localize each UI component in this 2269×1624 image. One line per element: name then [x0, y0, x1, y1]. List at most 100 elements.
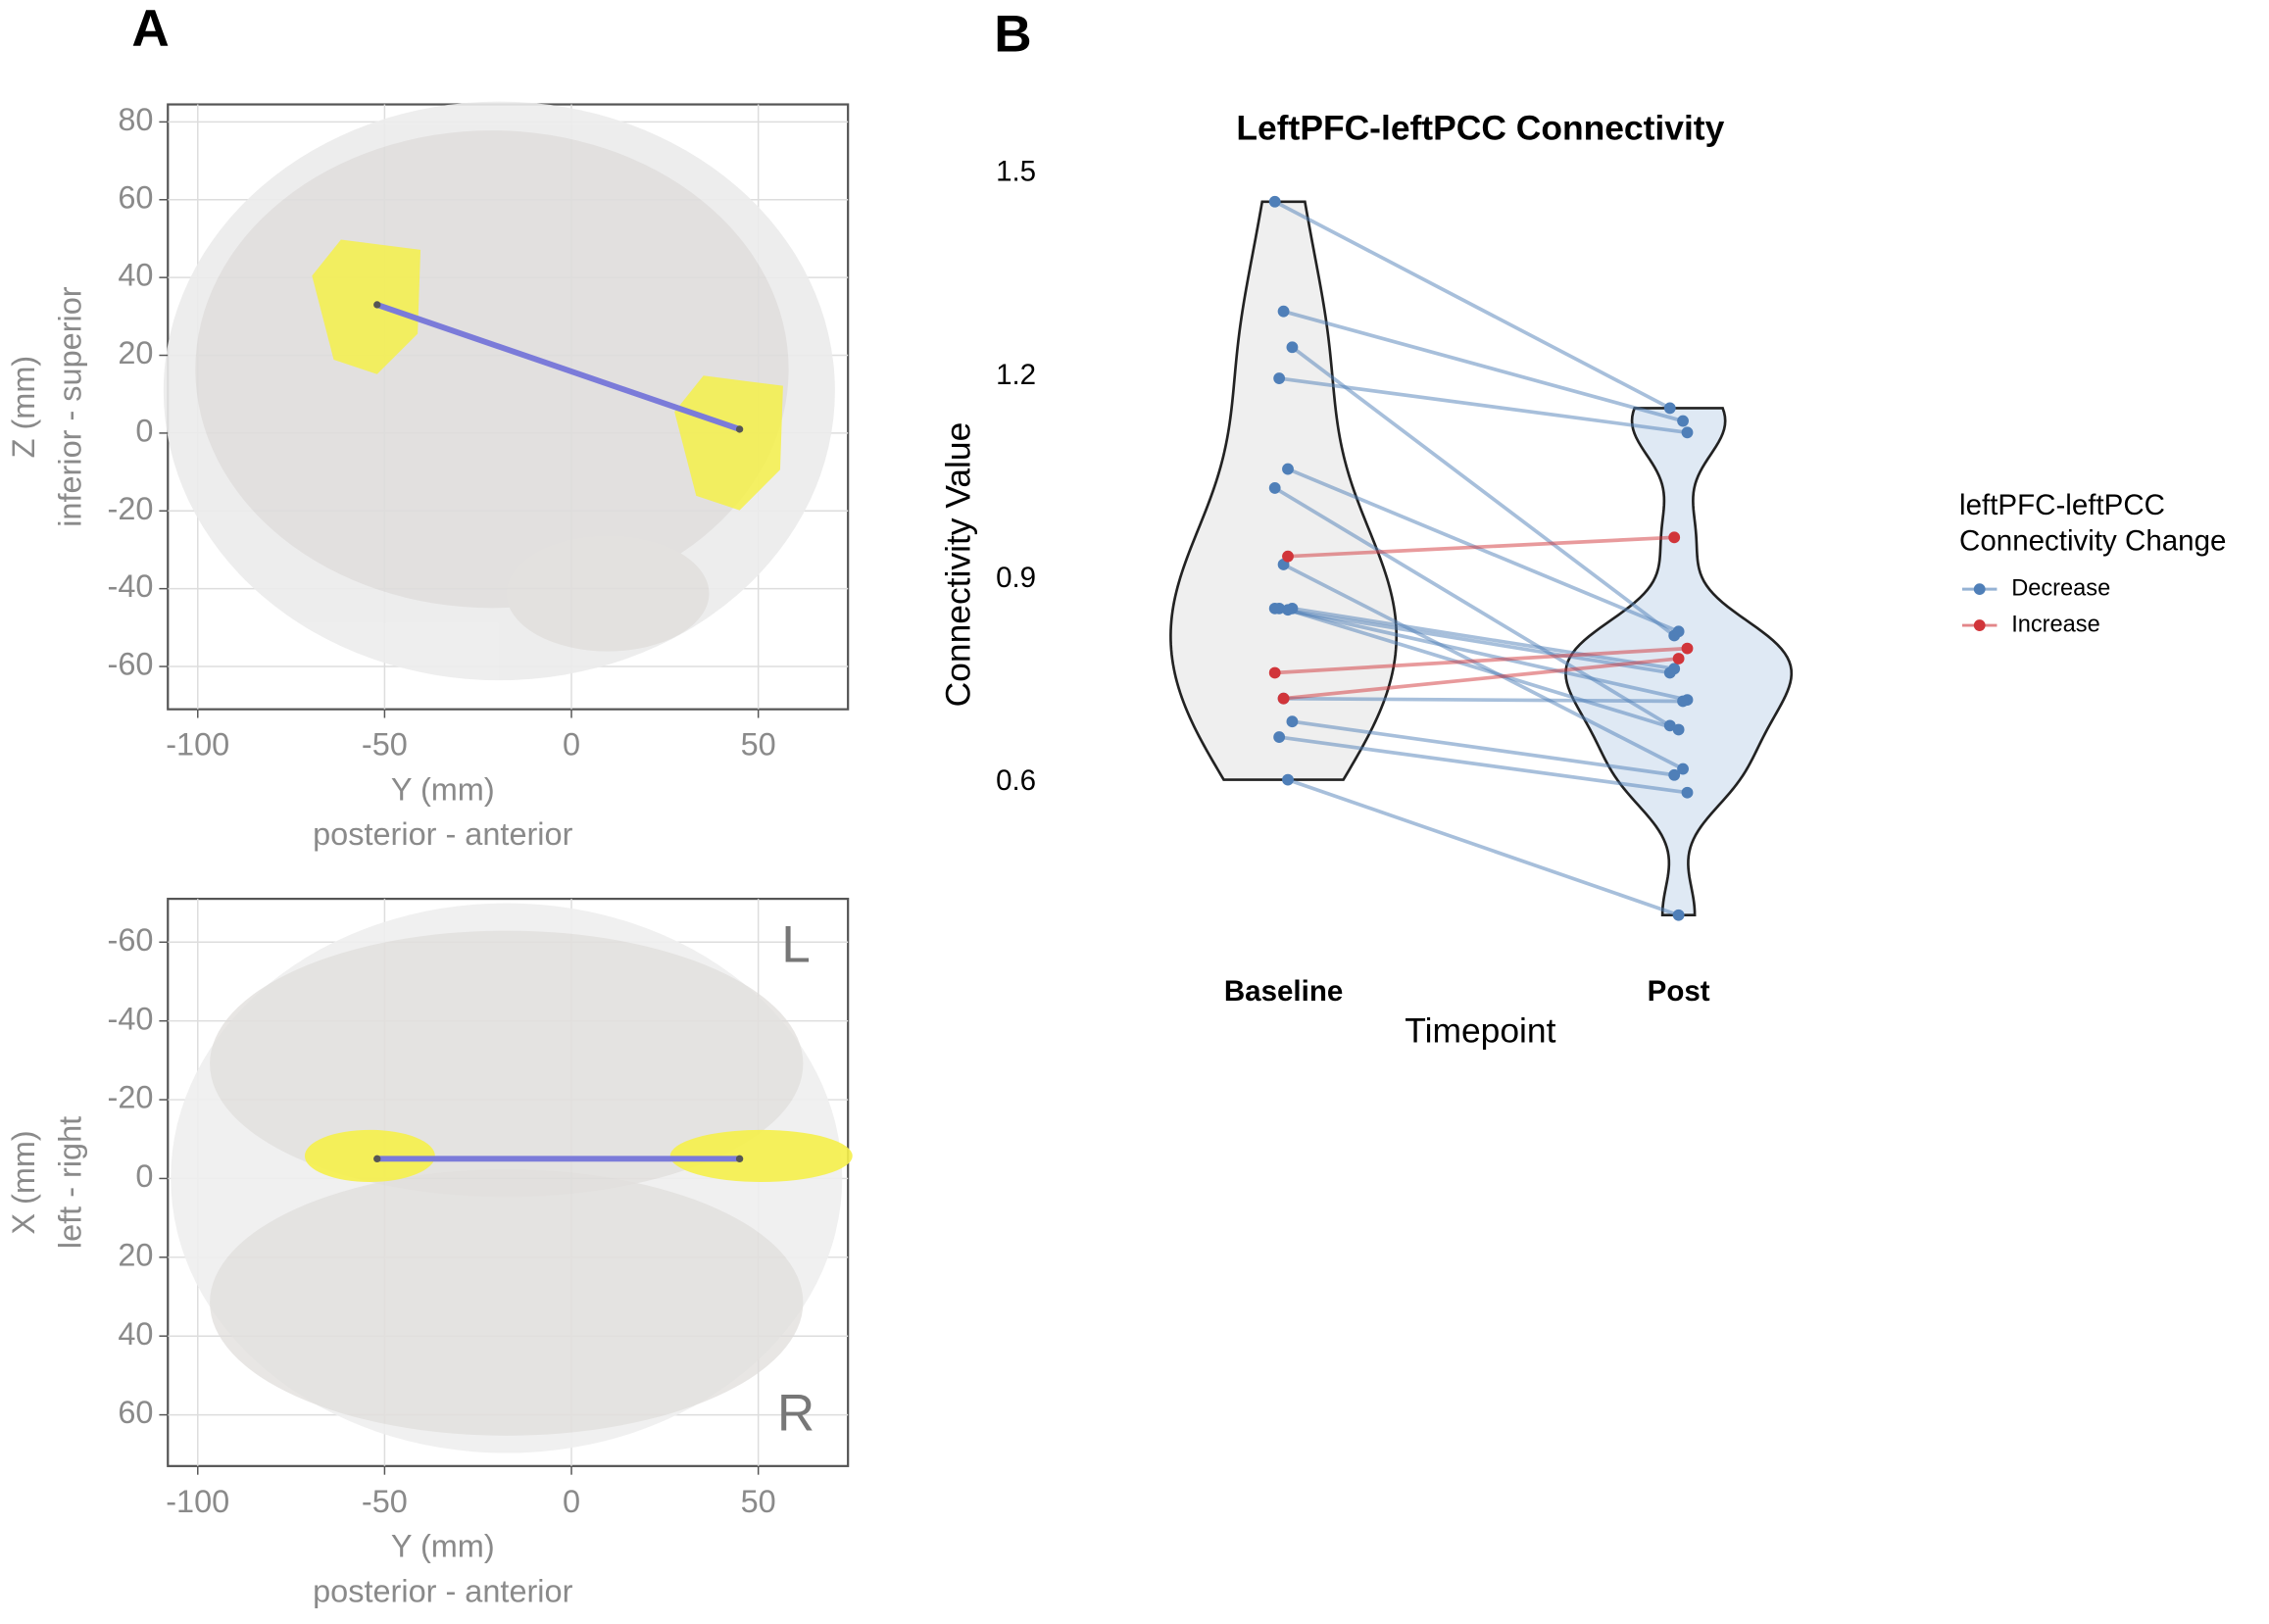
- y-tick-label: 1.5: [996, 156, 1036, 188]
- legend-label: Decrease: [2011, 575, 2110, 601]
- y-tick-label: 1.2: [996, 359, 1036, 391]
- pair-line: [1283, 309, 1684, 423]
- region: [304, 1129, 435, 1182]
- pair-line: [1274, 646, 1688, 675]
- brain-cerebellum: [506, 535, 710, 652]
- y-tick-label: -60: [108, 647, 154, 682]
- point: [1282, 773, 1294, 786]
- y-axis-label: Connectivity Value: [939, 422, 978, 708]
- point: [1286, 341, 1299, 354]
- x-tick-label: Post: [1648, 975, 1710, 1008]
- pair-line: [1283, 696, 1684, 704]
- brain-hemisphere: [210, 1169, 804, 1436]
- pair-line: [1287, 535, 1675, 559]
- point: [1268, 195, 1281, 208]
- x-tick-label: Baseline: [1224, 975, 1343, 1008]
- x-axis-label: Timepoint: [1405, 1011, 1555, 1051]
- pair-line: [1273, 200, 1671, 411]
- point: [1672, 653, 1685, 664]
- node: [735, 425, 744, 433]
- point: [1681, 786, 1694, 799]
- pair-line: [1287, 608, 1680, 732]
- legend-marker: [1973, 583, 1986, 596]
- y-tick-label: -20: [108, 491, 154, 526]
- y-tick-label: -40: [108, 1001, 154, 1036]
- point: [1681, 426, 1694, 439]
- pair-line: [1278, 607, 1688, 702]
- pair-line: [1278, 376, 1688, 435]
- point: [1663, 402, 1676, 415]
- x-tick-label: 0: [563, 727, 580, 763]
- y-tick-label: 20: [118, 335, 153, 370]
- point: [1277, 305, 1290, 318]
- violin: [1169, 200, 1399, 781]
- x-axis-label: Y (mm): [391, 1529, 495, 1564]
- legend-title: Connectivity Change: [1959, 525, 2226, 558]
- y-tick-label: 80: [118, 102, 153, 137]
- point: [1677, 695, 1689, 708]
- x-axis-label: Y (mm): [391, 771, 495, 807]
- point: [1672, 625, 1685, 638]
- x-axis-label: posterior - anterior: [313, 1573, 572, 1608]
- pair-line: [1283, 657, 1679, 701]
- point: [1273, 731, 1286, 743]
- y-axis-label: X (mm): [6, 1130, 41, 1234]
- y-tick-label: 60: [118, 1395, 153, 1430]
- x-tick-label: 0: [563, 1484, 580, 1519]
- point: [1677, 763, 1689, 775]
- y-tick-label: -40: [108, 568, 154, 604]
- panel-label: B: [994, 6, 1031, 64]
- point: [1277, 692, 1290, 705]
- y-tick-label: 60: [118, 179, 153, 215]
- y-tick-label: 40: [118, 258, 153, 293]
- x-tick-label: -50: [362, 727, 408, 763]
- y-tick-label: 20: [118, 1237, 153, 1272]
- point: [1273, 372, 1286, 384]
- x-tick-label: -100: [166, 727, 229, 763]
- panel-label: A: [131, 0, 169, 58]
- brain-outlines: [163, 101, 843, 1453]
- legend-label: Increase: [2011, 612, 2100, 637]
- y-tick-label: 0: [135, 413, 153, 448]
- connection: [375, 302, 741, 432]
- point: [1286, 715, 1299, 728]
- legend-title: leftPFC-leftPCC: [1959, 489, 2165, 521]
- node: [735, 1155, 744, 1163]
- point: [1268, 602, 1281, 615]
- hemisphere-label: L: [781, 915, 811, 973]
- pair-line: [1282, 563, 1684, 771]
- point: [1663, 666, 1676, 679]
- pair-line: [1287, 467, 1680, 634]
- point: [1282, 463, 1294, 475]
- x-axis-label: posterior - anterior: [313, 816, 572, 852]
- legend-marker: [1973, 619, 1986, 631]
- point: [1268, 666, 1281, 679]
- x-tick-label: -50: [362, 1484, 408, 1519]
- point: [1668, 531, 1681, 544]
- hemisphere-label: R: [777, 1385, 814, 1443]
- pair-line: [1278, 735, 1688, 795]
- region: [669, 1129, 853, 1182]
- point: [1268, 482, 1281, 494]
- y-axis-label: Z (mm): [6, 356, 41, 459]
- pair-line: [1291, 345, 1676, 637]
- pair-line: [1292, 607, 1675, 671]
- y-tick-label: 0: [135, 1158, 153, 1194]
- pair-line: [1292, 719, 1675, 777]
- pair-line: [1273, 486, 1671, 727]
- point: [1677, 415, 1689, 427]
- pair-line: [1287, 777, 1680, 917]
- y-tick-label: -60: [108, 922, 154, 958]
- x-tick-label: 50: [741, 727, 776, 763]
- y-tick-label: 40: [118, 1316, 153, 1352]
- y-axis-label: left - right: [52, 1116, 87, 1249]
- pair-line: [1274, 607, 1671, 675]
- brain-cortex: [195, 130, 789, 609]
- y-axis-label: inferior - superior: [52, 286, 87, 527]
- point: [1282, 550, 1294, 563]
- region: [674, 375, 783, 511]
- y-tick-label: -20: [108, 1080, 154, 1115]
- region: [312, 239, 421, 374]
- y-tick-label: 0.9: [996, 562, 1036, 594]
